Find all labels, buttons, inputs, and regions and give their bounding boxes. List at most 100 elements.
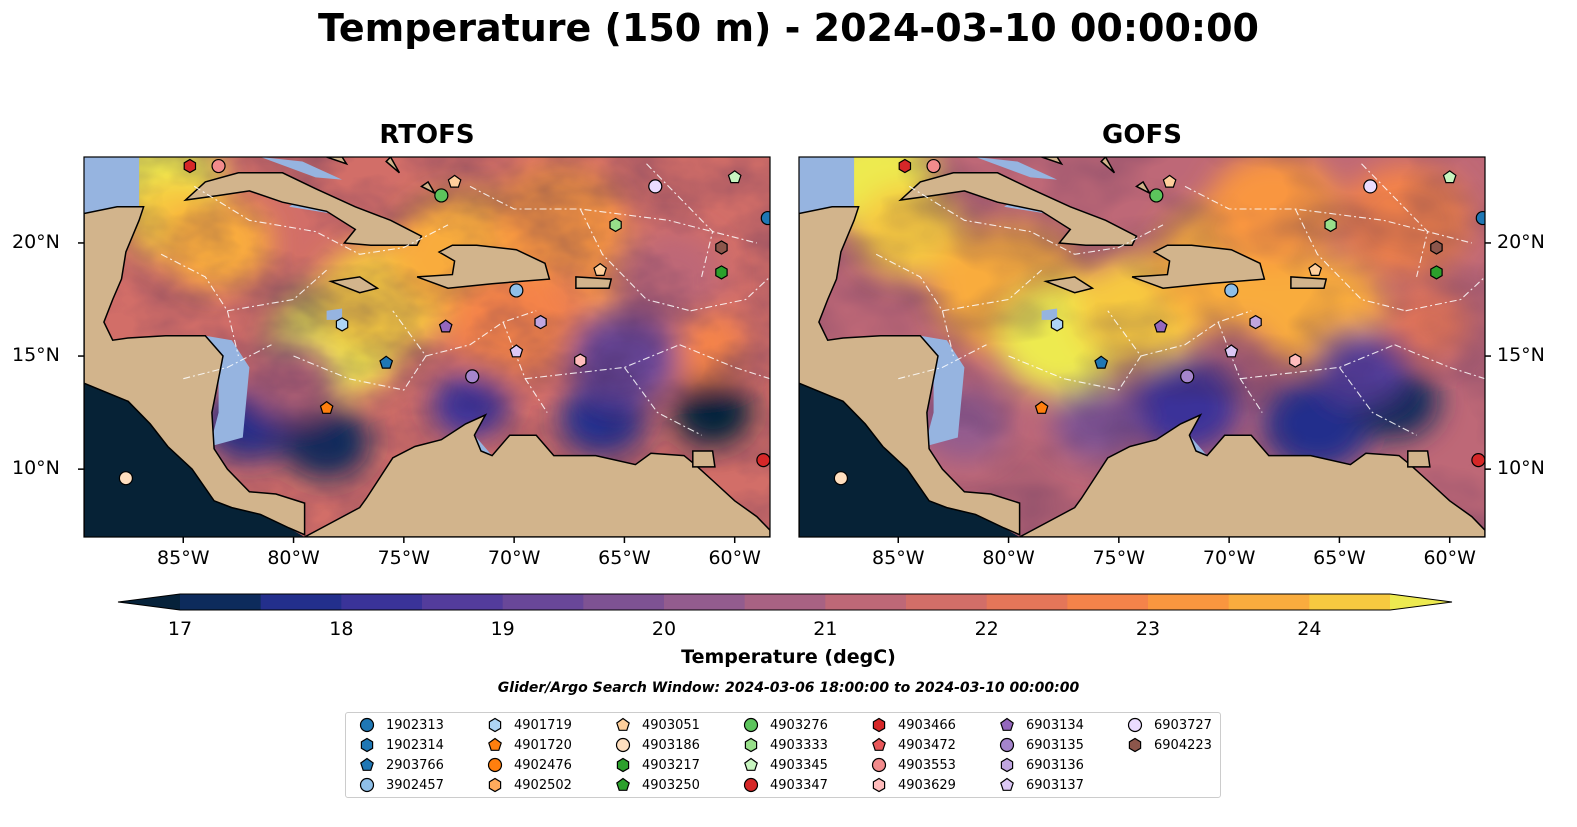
panel-title-gofs: GOFS [1102, 120, 1182, 150]
lat-tick-label: 10°N [12, 457, 60, 480]
legend-item: 4903472 [870, 735, 956, 755]
lon-tick-label: 85°W [157, 547, 210, 569]
legend-label: 4901720 [514, 737, 572, 753]
legend-marker-pentagon [360, 757, 374, 771]
legend-item: 4902476 [486, 755, 572, 775]
float-6903135 [1180, 369, 1195, 384]
float-4903051 [593, 262, 608, 276]
float-6904223 [1430, 240, 1443, 255]
float-3902457 [509, 283, 524, 298]
eez-boundary [1338, 367, 1417, 436]
eez-boundary [898, 344, 987, 380]
colorbar-tick-label: 17 [167, 618, 193, 640]
eez-boundary [525, 344, 680, 380]
shallow-water [1041, 308, 1058, 320]
float-1902313 [1475, 210, 1485, 226]
colorbar-tick-label: 24 [1297, 618, 1322, 640]
legend-marker [616, 777, 630, 791]
float-4903629 [1289, 353, 1302, 368]
land-bahamas1 [326, 157, 349, 166]
rtofs-map [84, 157, 770, 537]
land-hispaniola [1131, 244, 1266, 289]
float-6903136 [1249, 314, 1262, 330]
eez-boundary [1240, 344, 1395, 380]
legend-marker [359, 777, 375, 793]
legend-marker-circle [359, 717, 375, 733]
legend-label: 4903629 [898, 777, 956, 793]
eez-boundary [425, 310, 537, 357]
eez-boundary [183, 344, 272, 380]
legend-item: 4903629 [870, 775, 956, 795]
legend-label: 4902476 [514, 757, 572, 773]
legend-marker-pentagon [488, 737, 502, 751]
lon-tick-label: 80°W [267, 547, 320, 569]
legend-marker-hexagon [872, 777, 886, 793]
float-1902313 [760, 210, 770, 226]
legend-marker [487, 757, 503, 773]
eez-boundary [690, 276, 770, 312]
legend-label: 1902314 [386, 737, 444, 753]
eez-boundary [293, 310, 427, 391]
float-4903553 [211, 158, 226, 174]
legend-marker [872, 737, 886, 751]
land-bahamas2 [1100, 157, 1116, 174]
legend-label: 4903553 [898, 757, 956, 773]
eez-boundary [227, 269, 327, 312]
lon-tick-label: 75°W [1092, 547, 1146, 569]
legend-marker [999, 737, 1015, 753]
float-4903051 [1162, 174, 1177, 188]
float-4903345 [727, 170, 742, 184]
legend-marker-hexagon [488, 717, 502, 733]
lon-tick-label: 75°W [377, 547, 431, 569]
float-4903345 [1442, 170, 1457, 184]
legend-item: 6904223 [1126, 735, 1212, 755]
float-4901719 [1050, 317, 1064, 332]
float-4903217 [1430, 265, 1443, 280]
legend-item: 2903766 [358, 755, 444, 775]
legend-marker-circle [743, 777, 759, 793]
legend-item: 6903727 [1126, 715, 1212, 735]
legend-marker [359, 717, 375, 733]
legend-label: 6903134 [1026, 717, 1084, 733]
legend: 1902313 1902314 2903766 3902457 4901719 49017… [345, 712, 1221, 798]
float-4903186 [118, 471, 134, 486]
legend-marker-circle [743, 717, 759, 733]
eez-boundary [909, 185, 1164, 255]
legend-label: 1902313 [386, 717, 444, 733]
legend-marker [616, 757, 630, 773]
shallow-water [260, 157, 343, 180]
legend-marker-hexagon [488, 777, 502, 793]
shallow-water [799, 157, 855, 214]
eez-boundary [1405, 276, 1485, 312]
legend-marker-pentagon [1000, 777, 1014, 791]
float-4901719 [335, 317, 349, 332]
eez-boundary [1394, 344, 1485, 380]
float-6903727 [1363, 179, 1378, 194]
legend-item: 4903345 [742, 755, 828, 775]
legend-marker-hexagon [1128, 737, 1142, 753]
legend-item: 4901720 [486, 735, 572, 755]
float-4903347 [756, 452, 770, 468]
legend-label: 4903472 [898, 737, 956, 753]
legend-label: 4903250 [642, 777, 700, 793]
legend-marker [360, 757, 374, 771]
colorbar-tick-label: 23 [1135, 618, 1161, 640]
float-4901720 [1034, 400, 1049, 414]
colorbar-bin [502, 594, 584, 610]
pacific-ocean [84, 383, 305, 537]
colorbar-extend-min [118, 594, 180, 610]
legend-marker-hexagon [1000, 757, 1014, 773]
legend-label: 4901719 [514, 717, 572, 733]
legend-item: 4901719 [486, 715, 572, 735]
float-4903347 [1471, 452, 1485, 468]
legend-label: 4902502 [514, 777, 572, 793]
land-puertorico [1290, 276, 1328, 289]
legend-label: 6903135 [1026, 737, 1084, 753]
legend-marker-circle [999, 737, 1015, 753]
eez-boundary [1361, 163, 1429, 278]
legend-marker [1000, 757, 1014, 773]
legend-marker [615, 737, 631, 753]
lon-tick-label: 65°W [1313, 547, 1366, 569]
legend-marker [744, 737, 758, 753]
float-6903136 [534, 314, 547, 330]
